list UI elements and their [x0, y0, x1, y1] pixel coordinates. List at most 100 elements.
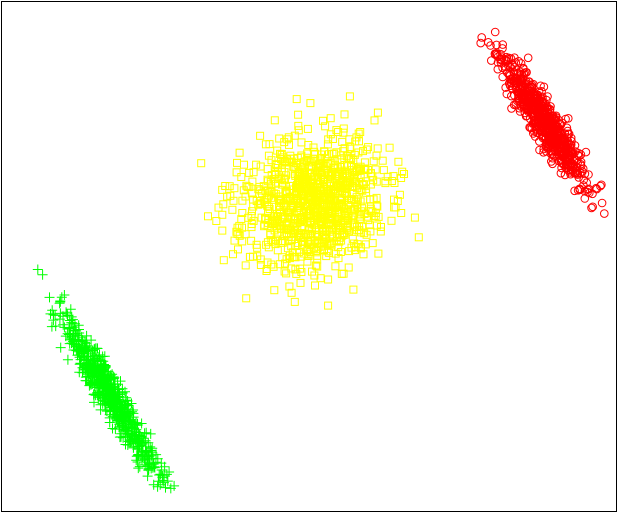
data-point	[68, 345, 79, 355]
data-point	[62, 354, 73, 365]
data-point	[115, 405, 126, 416]
data-point	[576, 150, 586, 159]
data-point	[238, 223, 246, 232]
data-point	[348, 234, 357, 243]
data-point	[263, 175, 272, 184]
data-point	[369, 157, 378, 166]
data-point	[354, 181, 363, 190]
data-point	[316, 274, 325, 283]
data-point	[277, 149, 286, 158]
data-point	[349, 211, 358, 220]
data-point	[541, 111, 550, 120]
data-point	[98, 377, 109, 388]
data-point	[238, 237, 247, 246]
data-point	[538, 97, 547, 106]
data-point	[581, 147, 591, 157]
data-point	[516, 74, 526, 84]
data-point	[314, 193, 323, 202]
data-point	[48, 315, 59, 326]
data-point	[520, 68, 529, 77]
data-point	[286, 206, 295, 214]
data-point	[377, 223, 385, 231]
data-point	[496, 58, 506, 67]
data-point	[256, 131, 265, 140]
data-point	[298, 197, 307, 206]
data-point	[270, 116, 279, 125]
data-point	[333, 155, 342, 164]
data-point	[147, 447, 158, 458]
data-point	[516, 59, 526, 68]
data-point	[362, 230, 371, 239]
data-point	[307, 162, 316, 170]
data-point	[385, 143, 394, 152]
data-point	[487, 56, 496, 65]
data-point	[282, 187, 291, 196]
data-point	[320, 199, 328, 208]
data-point	[218, 185, 227, 194]
data-point	[334, 128, 343, 136]
data-point	[273, 246, 282, 255]
data-point	[295, 170, 304, 179]
data-point	[538, 120, 547, 129]
data-point	[287, 226, 295, 234]
data-point	[54, 298, 65, 309]
data-point	[341, 188, 350, 197]
data-point	[543, 92, 552, 101]
data-point	[132, 457, 143, 467]
data-point	[126, 421, 137, 432]
data-point	[331, 203, 340, 212]
data-point	[350, 205, 359, 214]
data-point	[91, 382, 102, 393]
data-point	[326, 114, 335, 123]
data-point	[296, 278, 305, 287]
data-point	[248, 177, 257, 186]
data-point	[539, 144, 549, 154]
data-point	[266, 231, 275, 240]
data-point	[105, 370, 116, 381]
data-point	[588, 202, 598, 212]
data-point	[566, 158, 576, 168]
data-point	[316, 173, 325, 182]
data-point	[341, 213, 350, 222]
data-point	[103, 383, 114, 394]
data-point	[325, 237, 334, 246]
data-point	[238, 196, 247, 205]
data-point	[269, 175, 278, 184]
data-point	[390, 179, 399, 187]
data-point	[292, 159, 301, 167]
data-point	[561, 143, 571, 153]
data-point	[600, 209, 609, 218]
data-point	[302, 212, 311, 221]
data-point	[572, 156, 581, 165]
data-point	[95, 365, 105, 376]
data-point	[373, 202, 382, 211]
data-point	[506, 78, 515, 87]
data-point	[226, 191, 235, 200]
data-point	[145, 441, 156, 452]
data-point	[359, 180, 368, 189]
data-point	[234, 245, 242, 254]
data-point	[263, 258, 272, 267]
data-point	[99, 351, 110, 362]
data-point	[242, 181, 251, 190]
data-point	[378, 156, 387, 165]
data-point	[264, 202, 273, 211]
data-point	[315, 179, 324, 188]
data-point	[303, 124, 312, 133]
data-point	[350, 195, 359, 204]
data-point	[212, 217, 221, 225]
data-point	[73, 334, 84, 345]
data-point	[547, 115, 556, 125]
data-point	[398, 167, 407, 176]
data-point	[160, 482, 171, 493]
data-point	[511, 100, 521, 109]
data-point	[98, 356, 109, 367]
data-point	[360, 210, 369, 218]
data-point	[257, 200, 266, 208]
data-point	[275, 221, 284, 230]
data-point	[294, 168, 303, 177]
data-point	[580, 186, 590, 196]
data-point	[343, 223, 352, 232]
data-point	[59, 290, 70, 300]
data-point	[292, 269, 301, 278]
